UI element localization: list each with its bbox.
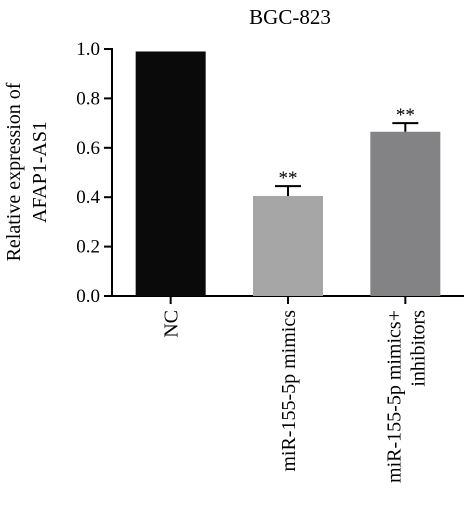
y-tick-label: 0.4 [76,187,100,208]
x-axis [111,295,464,304]
chart-title: BGC-823 [249,5,331,29]
bar [253,195,323,296]
x-tick-label: miR-155-5p mimics [278,310,300,472]
significance-label: ** [396,105,415,126]
x-tick-labels: NC miR-155-5p mimics miR-155-5p mimics+ inh… [161,310,430,483]
x-tick-label: NC [161,310,183,338]
significance-label: ** [279,168,298,189]
y-tick-label: 0.2 [76,237,100,258]
x-tick-label: miR-155-5p mimics+ [383,310,405,483]
error-bars [275,122,419,196]
y-axis: 0.0 0.2 0.4 0.6 0.8 1.0 [76,39,113,307]
bar [135,51,206,296]
bar [370,131,441,296]
bars [135,51,441,296]
y-axis-label-line-1: Relative expression of [3,82,25,261]
y-tick-label: 0.0 [76,286,100,307]
x-tick-label: inhibitors [407,310,429,387]
significance-labels: ** ** [279,105,415,189]
y-axis-label-line-2: AFAP1-AS1 [29,121,51,223]
y-tick-label: 0.6 [76,138,100,159]
y-tick-label: 0.8 [76,88,100,109]
y-tick-label: 1.0 [76,39,100,60]
